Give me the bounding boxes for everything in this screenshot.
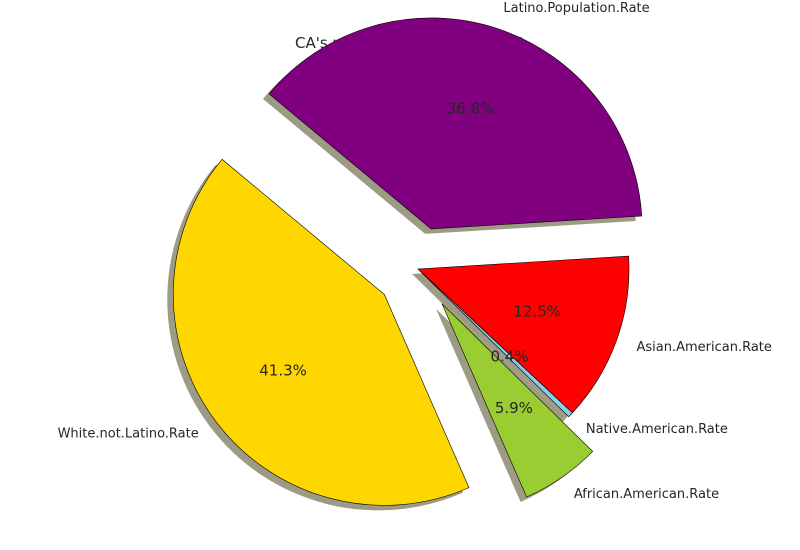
shadow-native-american-rate xyxy=(412,274,567,422)
slices xyxy=(172,17,643,506)
pct-label-native-american-rate: 0.4% xyxy=(490,347,528,365)
pct-label-african-american-rate: 5.9% xyxy=(495,399,533,417)
slice-label-african-american-rate: African.American.Rate xyxy=(574,487,719,502)
slice-label-native-american-rate: Native.American.Rate xyxy=(586,422,728,437)
slice-latino-population-rate xyxy=(268,17,643,230)
pct-label-asian-american-rate: 12.5% xyxy=(513,303,561,321)
pct-label-latino-population-rate: 36.8% xyxy=(447,100,495,118)
pct-label-white-not-latino-rate: 41.3% xyxy=(259,361,307,379)
slice-label-asian-american-rate: Asian.American.Rate xyxy=(636,340,771,355)
slice-label-latino-population-rate: Latino.Population.Rate xyxy=(503,1,649,16)
slice-label-white-not-latino-rate: White.not.Latino.Rate xyxy=(58,426,199,441)
slice-african-american-rate xyxy=(441,303,594,498)
labels: 36.8% Latino.Population.Rate 41.3% White.no… xyxy=(58,1,772,502)
slice-white-not-latino-rate xyxy=(172,158,470,506)
slice-asian-american-rate xyxy=(417,255,630,414)
